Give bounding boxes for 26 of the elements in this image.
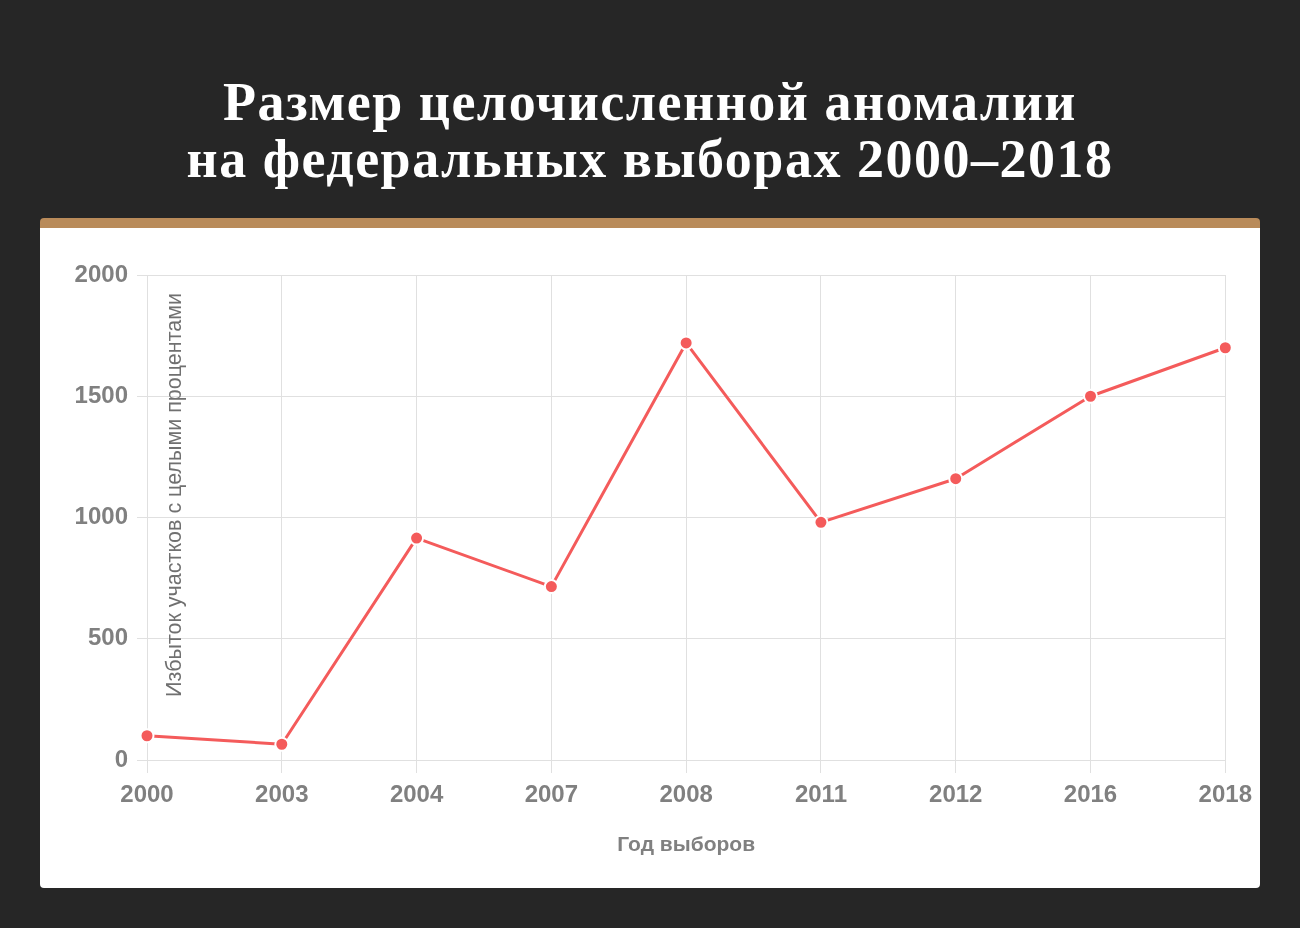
point [409, 530, 425, 546]
point [139, 728, 155, 744]
y-axis-title: Избыток участков с целыми процентами [161, 293, 186, 697]
point [1217, 340, 1233, 356]
y-tick-label: 500 [87, 623, 128, 651]
point [948, 471, 964, 487]
point [813, 514, 829, 530]
chart-title: Размер целочисленной аномалии на федеральных выборах 2000–2018 [185, 72, 1115, 189]
point [543, 579, 559, 595]
x-tick-label: 2011 [794, 780, 847, 808]
x-tick-label: 2007 [524, 780, 579, 808]
x-tick-label: 2012 [929, 780, 983, 808]
point [678, 335, 694, 351]
x-tick-label: 2008 [659, 780, 713, 808]
x-axis-title: Год выборов [617, 832, 756, 856]
y-tick-label: 0 [114, 744, 128, 772]
y-tick-label: 1000 [74, 502, 128, 530]
point [274, 736, 290, 752]
x-tick-label: 2018 [1198, 780, 1252, 808]
x-tick-label: 2004 [389, 780, 444, 808]
x-tick-label: 2016 [1063, 780, 1118, 808]
x-tick-label: 2003 [255, 780, 309, 808]
x-tick-label: 2000 [120, 780, 174, 808]
y-tick-label: 2000 [74, 259, 128, 287]
point [1083, 388, 1099, 404]
y-tick-label: 1500 [74, 380, 128, 408]
